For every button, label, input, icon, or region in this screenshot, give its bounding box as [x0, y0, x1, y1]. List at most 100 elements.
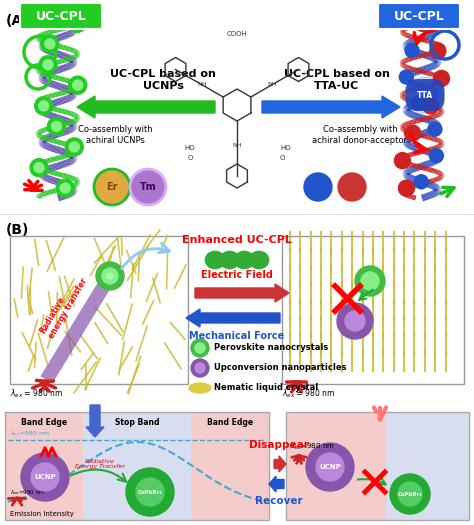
Text: UC-CPL based on
TTA-UC: UC-CPL based on TTA-UC	[284, 69, 390, 91]
Ellipse shape	[219, 251, 240, 269]
Text: Tm: Tm	[140, 182, 156, 192]
Text: NH: NH	[232, 143, 242, 148]
Circle shape	[35, 97, 53, 115]
Circle shape	[422, 17, 437, 31]
Text: UC-CPL: UC-CPL	[393, 9, 444, 23]
Circle shape	[415, 15, 431, 32]
Text: CsPbBr₃: CsPbBr₃	[137, 489, 162, 495]
Text: Band Edge: Band Edge	[21, 418, 67, 427]
Circle shape	[337, 303, 373, 339]
Circle shape	[191, 339, 209, 357]
Circle shape	[355, 266, 385, 296]
FancyArrow shape	[262, 96, 400, 118]
Text: TTA: TTA	[417, 90, 433, 100]
Text: HO: HO	[280, 145, 291, 151]
FancyArrow shape	[86, 405, 104, 437]
Bar	[5, 412, 83, 520]
Circle shape	[191, 359, 209, 377]
Text: Emission Intensity: Emission Intensity	[10, 511, 74, 517]
Circle shape	[72, 18, 82, 28]
Text: HO: HO	[184, 145, 195, 151]
Circle shape	[434, 70, 449, 87]
Text: CsPbBr₃: CsPbBr₃	[398, 491, 422, 497]
Bar	[282, 236, 464, 384]
Text: Stop Band: Stop Band	[115, 418, 159, 427]
Text: Band Edge: Band Edge	[207, 418, 253, 427]
Text: Perovskite nanocrystals: Perovskite nanocrystals	[214, 343, 328, 352]
Text: $\lambda_{ex}$=980 nm: $\lambda_{ex}$=980 nm	[290, 442, 335, 452]
Circle shape	[65, 138, 83, 156]
Text: Co-assembly with
achiral donor-acceptor: Co-assembly with achiral donor-acceptor	[312, 125, 408, 145]
Text: UCNP: UCNP	[319, 464, 341, 470]
Ellipse shape	[189, 383, 211, 393]
Text: O: O	[188, 155, 193, 161]
Text: Co-assembly with
achiral UCNPs: Co-assembly with achiral UCNPs	[78, 125, 152, 145]
Text: (B): (B)	[6, 223, 29, 237]
Circle shape	[195, 343, 205, 353]
Circle shape	[30, 159, 48, 177]
Circle shape	[316, 453, 344, 481]
Circle shape	[56, 179, 74, 197]
Circle shape	[407, 77, 443, 113]
Circle shape	[31, 463, 59, 491]
Circle shape	[68, 14, 86, 33]
Text: UC-CPL: UC-CPL	[36, 9, 86, 23]
Text: $\lambda_{ex}$=980 nm: $\lambda_{ex}$=980 nm	[10, 488, 46, 497]
Circle shape	[398, 482, 422, 506]
Text: $\lambda_{ex}$ = 980 nm: $\lambda_{ex}$ = 980 nm	[282, 387, 336, 400]
Circle shape	[405, 125, 420, 141]
Circle shape	[39, 101, 49, 111]
Circle shape	[69, 76, 87, 94]
Text: $\lambda_{ex}$=980 nm: $\lambda_{ex}$=980 nm	[10, 429, 50, 438]
Circle shape	[130, 169, 166, 205]
Circle shape	[306, 443, 354, 491]
Bar	[5, 412, 269, 520]
Circle shape	[34, 163, 44, 173]
Circle shape	[430, 43, 446, 59]
Circle shape	[394, 153, 410, 169]
Text: Upconversion nanoparticles: Upconversion nanoparticles	[214, 363, 346, 373]
Bar	[10, 236, 188, 384]
Circle shape	[51, 121, 62, 131]
FancyArrow shape	[269, 476, 284, 492]
Text: Radiative
energy transfer: Radiative energy transfer	[38, 272, 89, 340]
Circle shape	[423, 98, 439, 114]
Text: $\lambda_{ex}$ = 980 nm: $\lambda_{ex}$ = 980 nm	[10, 387, 64, 400]
Circle shape	[345, 311, 365, 331]
Text: O: O	[280, 155, 285, 161]
Bar	[286, 412, 386, 520]
Text: Nematic liquid crystal: Nematic liquid crystal	[214, 383, 318, 393]
Circle shape	[195, 363, 205, 373]
Bar	[286, 412, 469, 520]
Bar	[83, 412, 191, 520]
Circle shape	[390, 474, 430, 514]
Circle shape	[107, 273, 113, 279]
Circle shape	[69, 142, 79, 152]
Circle shape	[73, 80, 82, 90]
Circle shape	[136, 478, 164, 506]
Circle shape	[39, 56, 57, 74]
Circle shape	[41, 35, 59, 53]
FancyArrow shape	[186, 309, 280, 327]
Circle shape	[43, 60, 53, 70]
Circle shape	[96, 262, 124, 290]
Circle shape	[361, 272, 379, 290]
Ellipse shape	[249, 251, 269, 269]
Text: Enhanced UC-CPL: Enhanced UC-CPL	[182, 235, 292, 245]
Circle shape	[94, 169, 130, 205]
Circle shape	[338, 173, 366, 201]
Circle shape	[21, 453, 69, 501]
Text: NH: NH	[267, 82, 277, 87]
Text: Mechanical Force: Mechanical Force	[190, 331, 284, 341]
Text: (A): (A)	[6, 14, 29, 28]
Text: NH: NH	[197, 82, 207, 87]
FancyBboxPatch shape	[20, 3, 102, 29]
Bar	[386, 412, 469, 520]
Circle shape	[399, 70, 413, 84]
Text: Disappear: Disappear	[249, 440, 309, 450]
Circle shape	[429, 149, 443, 163]
Text: Er: Er	[106, 182, 118, 192]
Circle shape	[399, 180, 414, 196]
Circle shape	[47, 118, 65, 135]
Circle shape	[414, 175, 428, 189]
